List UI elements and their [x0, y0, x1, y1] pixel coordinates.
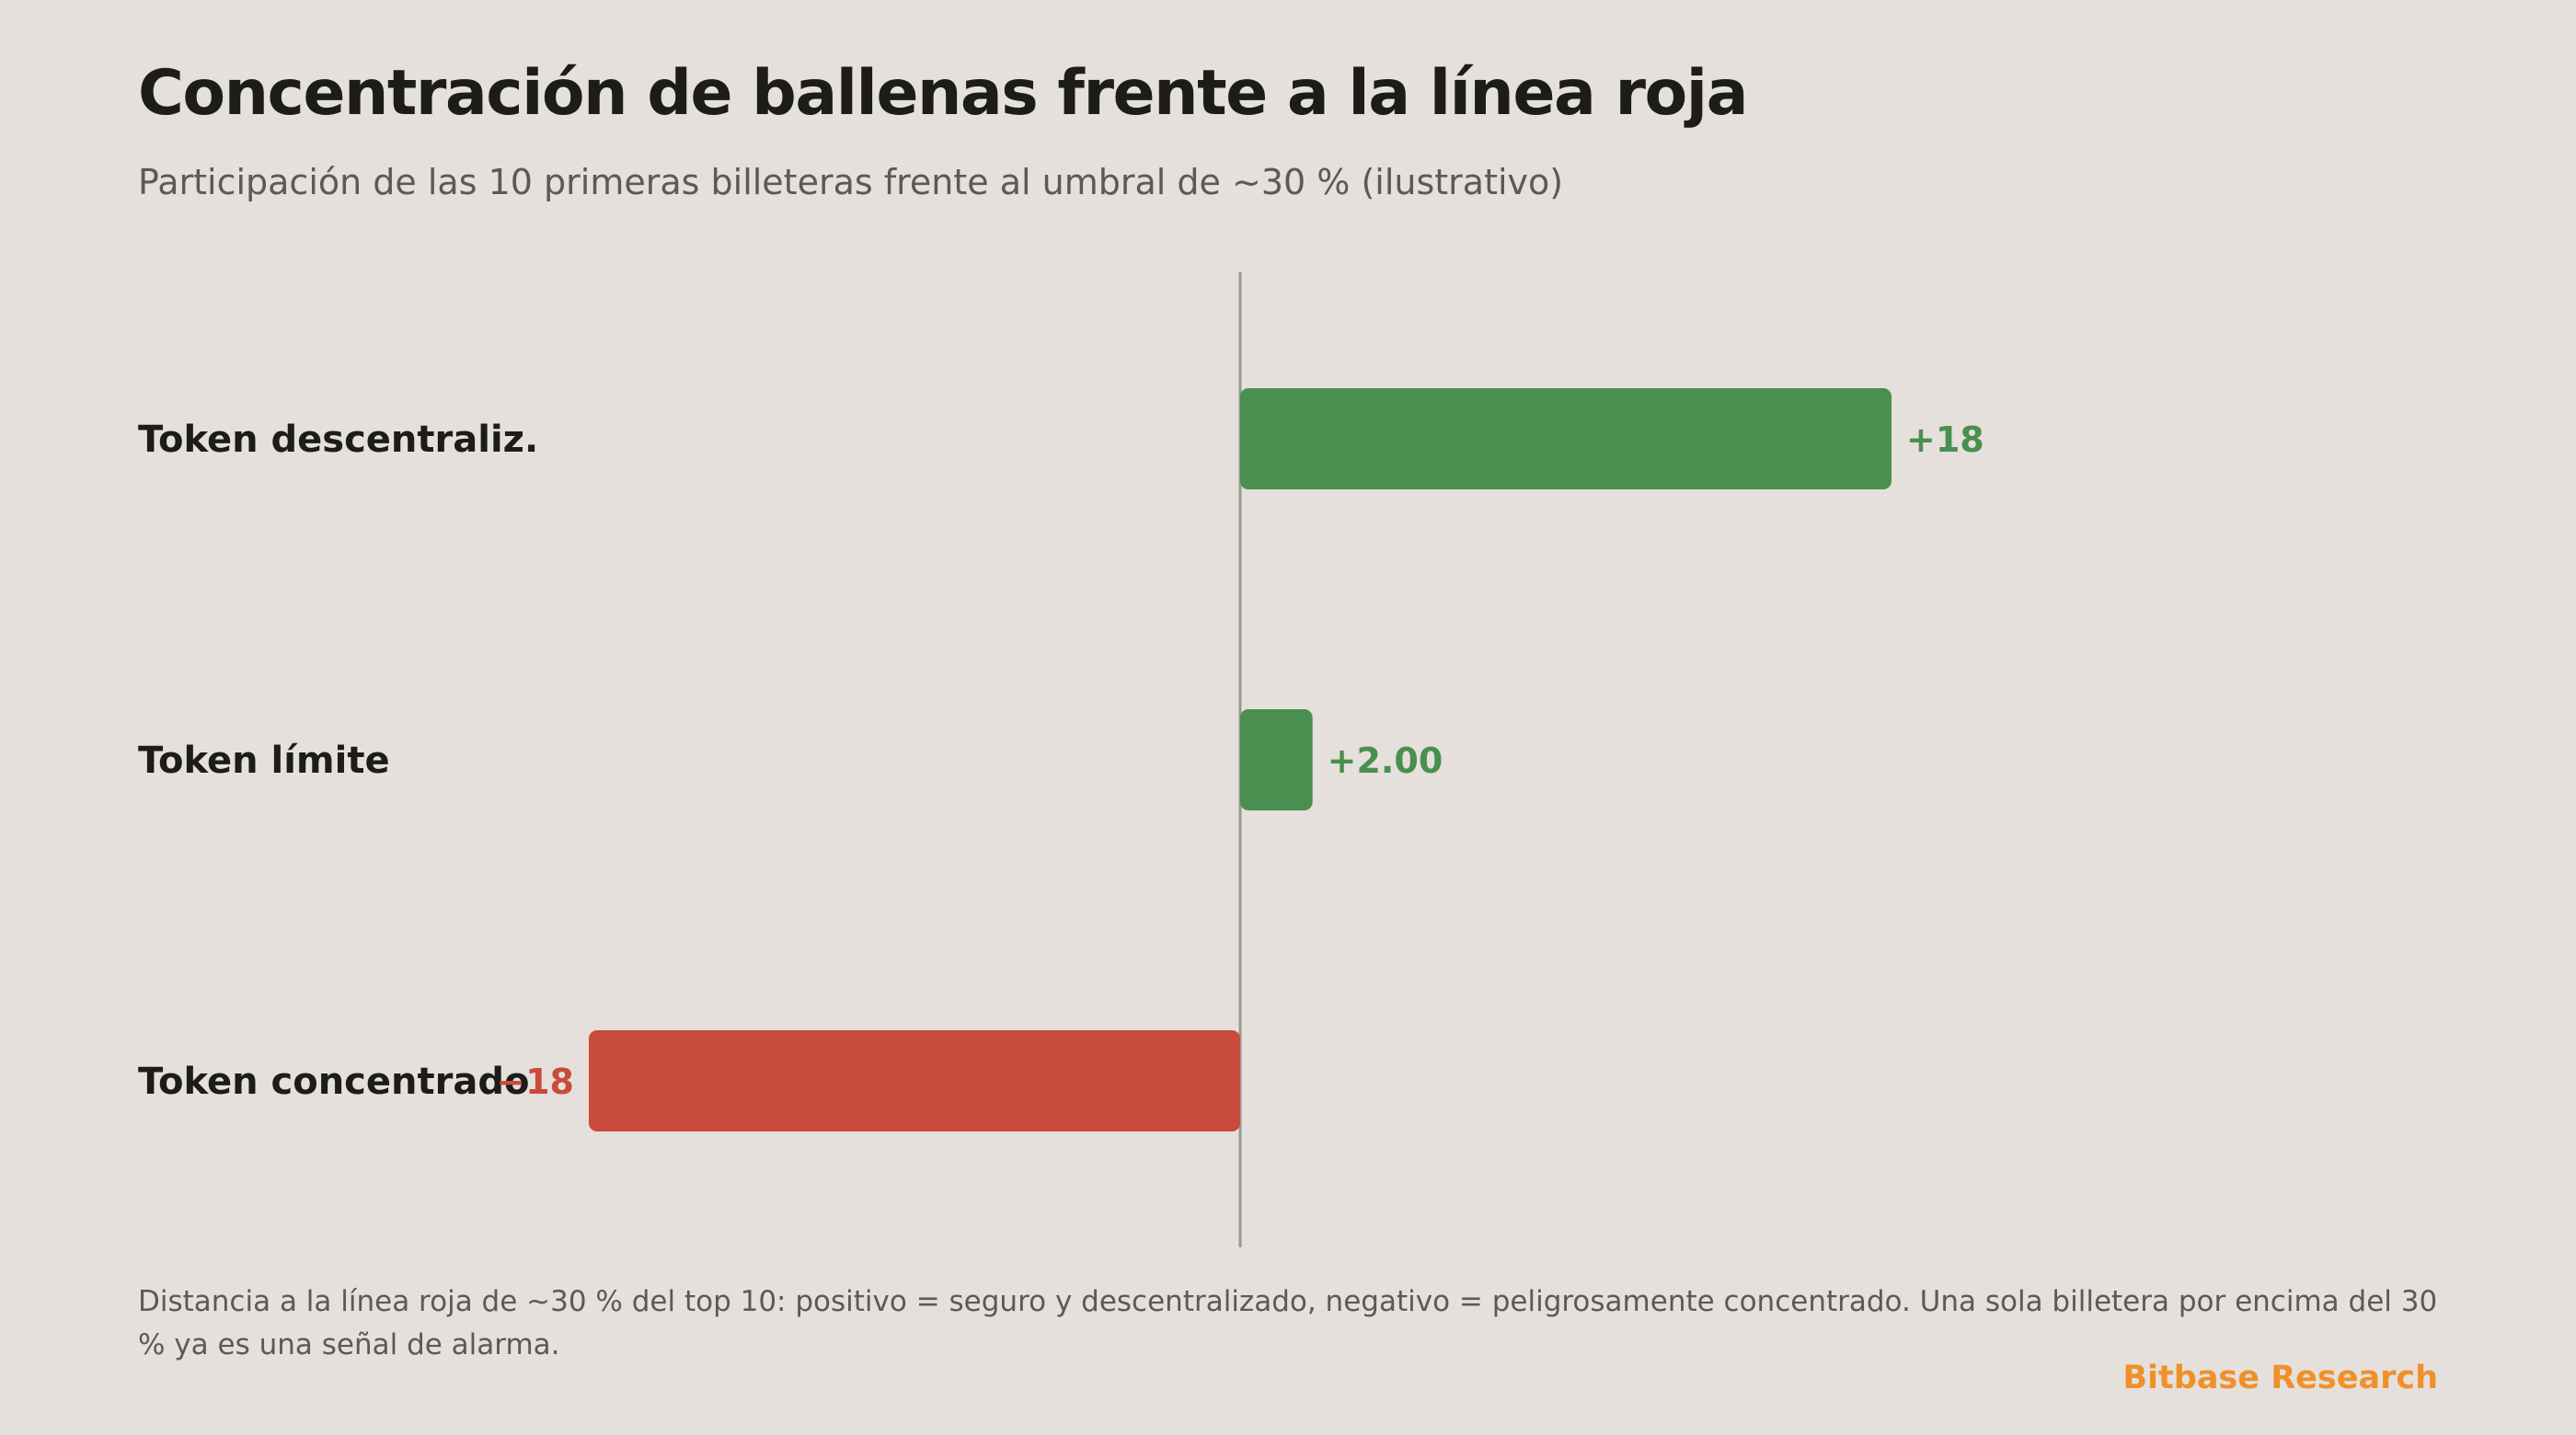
chart-subtitle: Participación de las 10 primeras billete…	[138, 162, 1564, 202]
chart-title: Concentración de ballenas frente a la lí…	[138, 57, 1748, 130]
bar-chart: Token descentraliz. +18 Token límite +2.00 T…	[138, 272, 1984, 1247]
value-label: −18	[496, 1062, 574, 1102]
footnote: Distancia a la línea roja de ~30 % del t…	[138, 1285, 2438, 1361]
value-label: +18	[1906, 419, 1984, 460]
category-label: Token límite	[138, 740, 390, 782]
bar	[589, 1030, 1240, 1131]
bar	[1240, 709, 1313, 810]
brand-label: Bitbase Research	[2122, 1360, 2438, 1396]
category-label: Token concentrado	[138, 1061, 529, 1103]
value-label: +2.00	[1328, 740, 1443, 781]
category-label: Token descentraliz.	[138, 419, 538, 461]
bar	[1240, 388, 1892, 489]
